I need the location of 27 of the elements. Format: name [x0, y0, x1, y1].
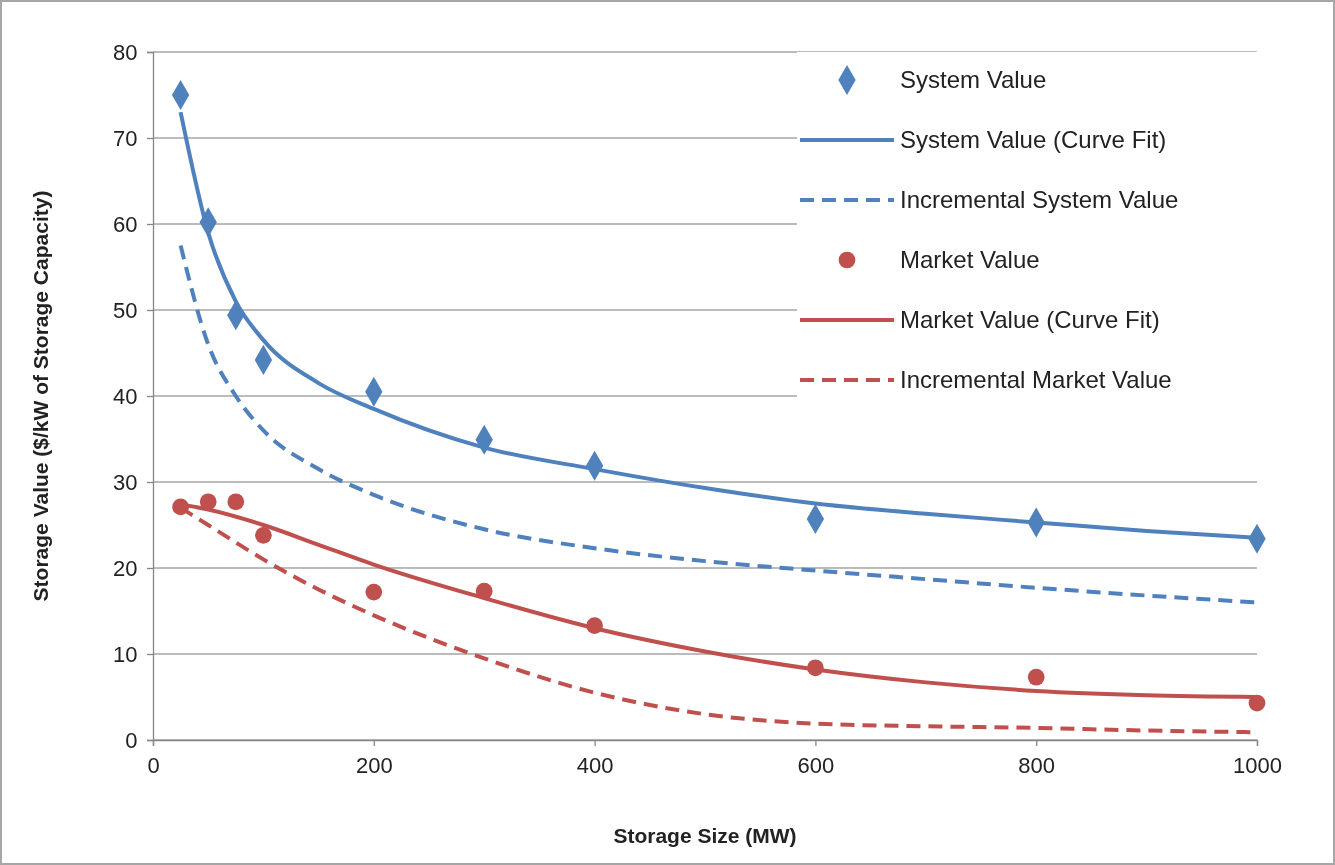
- legend-label: Market Value (Curve Fit): [900, 306, 1160, 334]
- y-tick-label: 0: [125, 727, 138, 753]
- y-tick-label: 50: [112, 297, 138, 323]
- y-tick-label: 60: [112, 211, 138, 237]
- x-tick-label: 400: [576, 753, 614, 779]
- legend-label: System Value: [900, 66, 1047, 94]
- x-tick-label: 0: [147, 753, 160, 779]
- legend-label: Incremental Market Value: [900, 366, 1172, 394]
- point: [1027, 668, 1045, 686]
- legend-label: System Value (Curve Fit): [900, 126, 1167, 154]
- x-tick-label: 600: [797, 753, 835, 779]
- y-axis-title: Storage Value ($/kW of Storage Capacity): [29, 190, 52, 602]
- legend-label: Market Value: [900, 246, 1040, 274]
- y-tick-label: 10: [112, 641, 138, 667]
- x-tick-label: 800: [1018, 753, 1056, 779]
- y-tick-label: 20: [112, 555, 138, 581]
- y-tick-label: 40: [112, 383, 138, 409]
- legend-label: Incremental System Value: [900, 186, 1179, 214]
- y-tick-label: 80: [112, 39, 138, 65]
- x-tick-label: 1000: [1233, 753, 1282, 779]
- x-axis-title: Storage Size (MW): [613, 824, 797, 847]
- point: [255, 526, 272, 544]
- point: [365, 583, 383, 601]
- x-tick-label: 200: [355, 753, 393, 779]
- y-tick-label: 30: [112, 469, 138, 495]
- point: [227, 493, 245, 511]
- y-tick-label: 70: [112, 125, 138, 151]
